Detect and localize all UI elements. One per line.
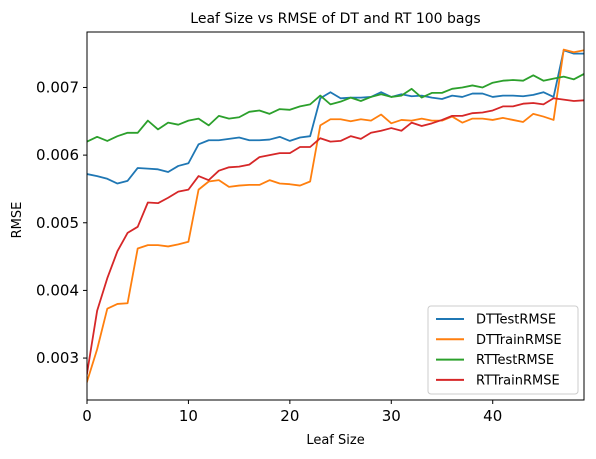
x-tick-label: 10 [179,407,198,425]
series-line-dttestrmse [87,49,584,185]
y-tick-label: 0.005 [36,214,79,232]
legend-label: RTTrainRMSE [476,373,560,388]
series-line-rttrainrmse [87,97,584,375]
x-axis-label: Leaf Size [306,433,364,448]
x-tick-label: 30 [382,407,401,425]
y-axis-ticks: 0.003 0.004 0.005 0.006 0.007 [36,78,87,367]
x-tick-label: 20 [280,407,299,425]
x-tick-label: 40 [483,407,502,425]
legend-label: DTTrainRMSE [476,333,562,348]
legend: DTTestRMSE DTTrainRMSE RTTestRMSE RTTrainRM… [427,305,579,395]
chart-title: Leaf Size vs RMSE of DT and RT 100 bags [190,11,480,27]
y-tick-label: 0.006 [36,146,79,164]
series-line-dttrainrmse [87,48,584,383]
legend-box [427,305,579,395]
legend-label: DTTestRMSE [476,313,556,328]
y-tick-label: 0.003 [36,349,79,367]
x-tick-label: 0 [82,407,92,425]
axes-frame [86,31,585,401]
x-axis-ticks: 0 10 20 30 40 [82,400,502,425]
legend-label: RTTestRMSE [476,353,554,368]
plot-area [86,31,585,401]
series-line-rttestrmse [87,72,584,143]
y-tick-label: 0.007 [36,78,79,96]
y-axis-label: RMSE [10,202,25,239]
y-tick-label: 0.004 [36,281,79,299]
